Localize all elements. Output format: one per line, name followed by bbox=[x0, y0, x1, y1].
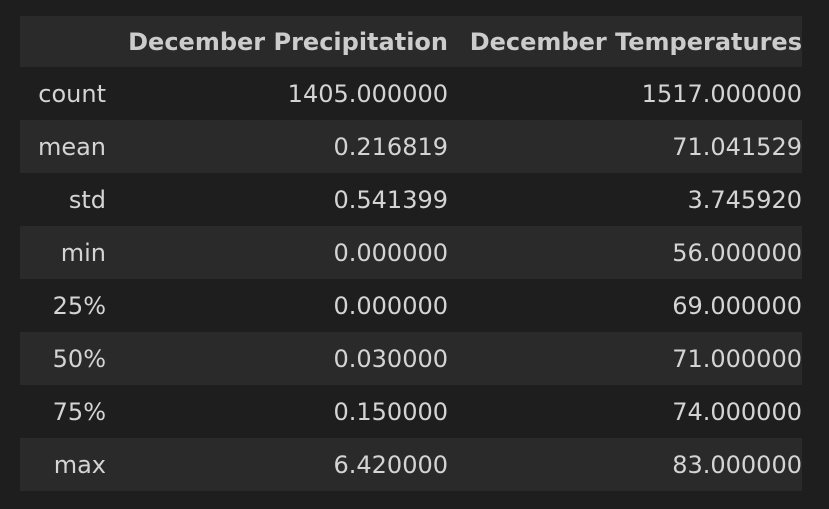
table-body: count 1405.000000 1517.000000 mean 0.216… bbox=[20, 67, 802, 491]
column-header-temperatures: December Temperatures bbox=[469, 27, 802, 56]
row-label: count bbox=[38, 79, 106, 108]
temperature-cell: 71.041529 bbox=[672, 132, 802, 161]
precipitation-cell: 6.420000 bbox=[333, 450, 448, 479]
row-label: max bbox=[53, 450, 106, 479]
temperature-cell: 3.745920 bbox=[687, 185, 802, 214]
column-header-precipitation: December Precipitation bbox=[128, 27, 448, 56]
row-label: min bbox=[60, 238, 106, 267]
row-label: mean bbox=[37, 132, 106, 161]
precipitation-cell: 0.150000 bbox=[333, 397, 448, 426]
table-row: min 0.000000 56.000000 bbox=[20, 226, 802, 279]
precipitation-cell: 0.216819 bbox=[333, 132, 448, 161]
table-row: count 1405.000000 1517.000000 bbox=[20, 67, 802, 120]
table-row: mean 0.216819 71.041529 bbox=[20, 120, 802, 173]
temperature-cell: 74.000000 bbox=[672, 397, 802, 426]
table-row: max 6.420000 83.000000 bbox=[20, 438, 802, 491]
index-header bbox=[20, 16, 106, 67]
table-row: std 0.541399 3.745920 bbox=[20, 173, 802, 226]
row-label: 75% bbox=[52, 397, 106, 426]
temperature-cell: 83.000000 bbox=[672, 450, 802, 479]
precipitation-cell: 0.000000 bbox=[333, 291, 448, 320]
row-label: 50% bbox=[52, 344, 106, 373]
describe-table: December Precipitation December Temperat… bbox=[20, 16, 802, 491]
temperature-cell: 56.000000 bbox=[672, 238, 802, 267]
precipitation-cell: 1405.000000 bbox=[287, 79, 448, 108]
table-header: December Precipitation December Temperat… bbox=[20, 16, 802, 67]
table-row: 25% 0.000000 69.000000 bbox=[20, 279, 802, 332]
table-row: 75% 0.150000 74.000000 bbox=[20, 385, 802, 438]
table-row: 50% 0.030000 71.000000 bbox=[20, 332, 802, 385]
row-label: std bbox=[68, 185, 106, 214]
row-label: 25% bbox=[52, 291, 106, 320]
temperature-cell: 71.000000 bbox=[672, 344, 802, 373]
precipitation-cell: 0.030000 bbox=[333, 344, 448, 373]
precipitation-cell: 0.000000 bbox=[333, 238, 448, 267]
header-row: December Precipitation December Temperat… bbox=[20, 16, 802, 67]
temperature-cell: 69.000000 bbox=[672, 291, 802, 320]
temperature-cell: 1517.000000 bbox=[641, 79, 802, 108]
precipitation-cell: 0.541399 bbox=[333, 185, 448, 214]
